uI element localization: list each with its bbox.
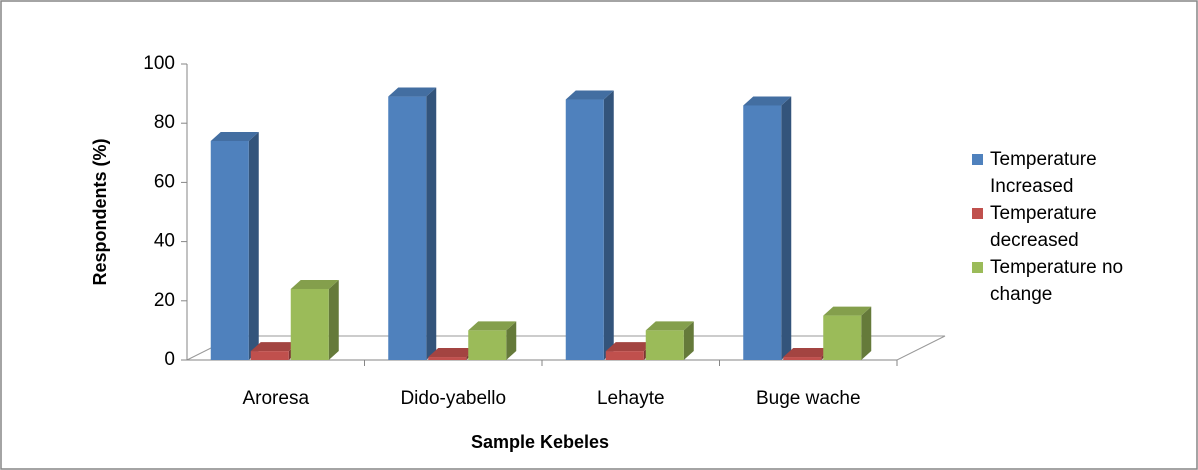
y-tick-label: 100 <box>143 53 175 74</box>
x-tick-label: Dido-yabello <box>400 388 506 409</box>
legend-item: Temperature decreased <box>972 200 1172 254</box>
legend-label: Temperature decreased <box>990 203 1097 251</box>
y-axis-title: Respondents (%) <box>90 138 110 285</box>
x-tick-label: Buge wache <box>756 388 861 409</box>
legend-item: Temperature no change <box>972 254 1172 308</box>
y-tick-label: 20 <box>154 290 175 311</box>
x-axis-title: Sample Kebeles <box>471 432 609 452</box>
y-tick-label: 60 <box>154 171 175 192</box>
bar <box>210 131 259 360</box>
bar <box>823 306 872 360</box>
bar <box>290 279 339 360</box>
y-tick-label: 40 <box>154 231 175 252</box>
legend-swatch <box>972 154 983 165</box>
bar <box>565 90 614 361</box>
x-tick-label: Aroresa <box>242 388 309 409</box>
legend-swatch <box>972 208 983 219</box>
y-tick-label: 0 <box>164 349 175 370</box>
bar <box>468 321 517 360</box>
legend: Temperature Increased Temperature decreas… <box>972 146 1172 308</box>
legend-item: Temperature Increased <box>972 146 1172 200</box>
x-tick-label: Lehayte <box>597 388 665 409</box>
legend-label: Temperature no change <box>990 257 1124 305</box>
legend-label: Temperature Increased <box>990 149 1097 197</box>
bar <box>388 87 437 360</box>
legend-swatch <box>972 262 983 273</box>
bar <box>645 321 694 360</box>
bar <box>743 96 792 360</box>
y-tick-label: 80 <box>154 112 175 133</box>
